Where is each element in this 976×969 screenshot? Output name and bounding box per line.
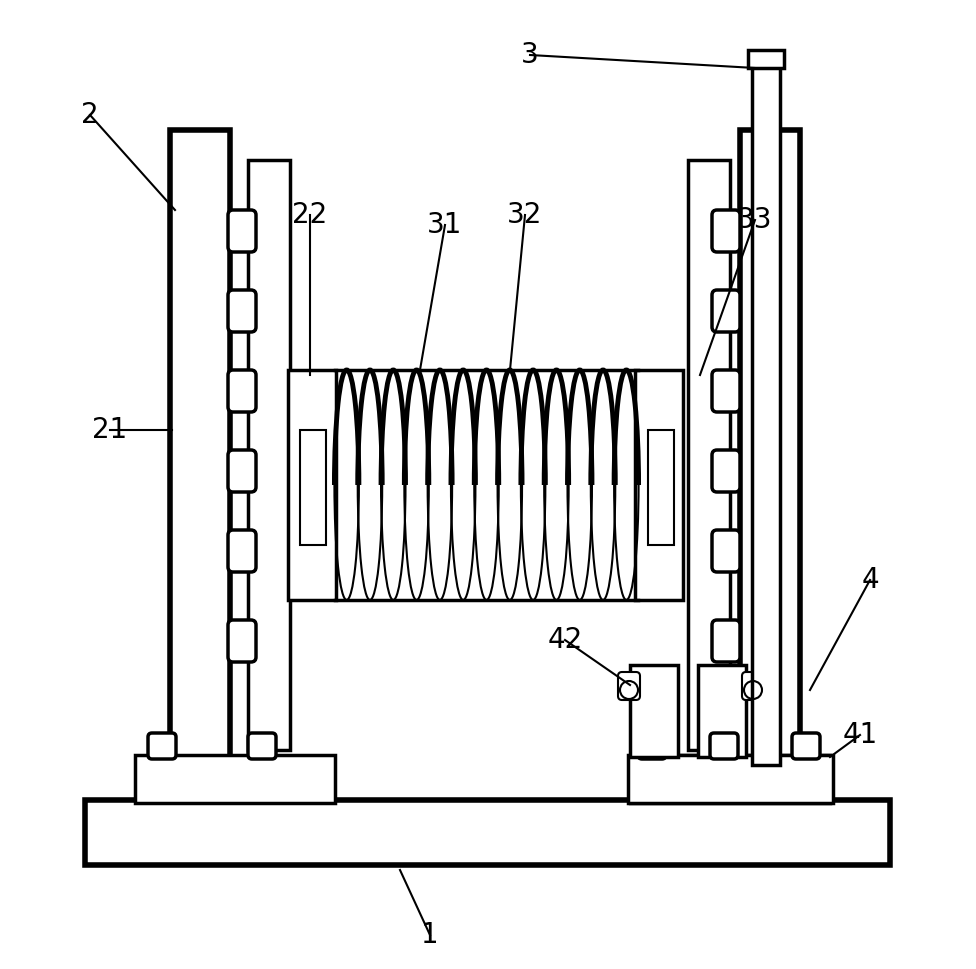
- Bar: [630, 665, 678, 757]
- FancyBboxPatch shape: [712, 370, 740, 412]
- Text: 1: 1: [422, 921, 439, 949]
- Text: 3: 3: [521, 41, 539, 69]
- Bar: [648, 430, 674, 545]
- Text: 41: 41: [842, 721, 877, 749]
- FancyBboxPatch shape: [228, 210, 256, 252]
- Text: 31: 31: [427, 211, 463, 239]
- Bar: [740, 130, 800, 760]
- FancyBboxPatch shape: [742, 672, 764, 700]
- Text: 32: 32: [508, 201, 543, 229]
- Bar: [752, 55, 780, 765]
- FancyBboxPatch shape: [710, 733, 738, 759]
- Text: 33: 33: [737, 206, 773, 234]
- FancyBboxPatch shape: [618, 672, 640, 700]
- Text: 4: 4: [861, 566, 878, 594]
- FancyBboxPatch shape: [638, 733, 666, 759]
- FancyBboxPatch shape: [712, 530, 740, 572]
- Text: 42: 42: [548, 626, 583, 654]
- FancyBboxPatch shape: [712, 210, 740, 252]
- Bar: [635, 370, 683, 600]
- Bar: [628, 755, 833, 803]
- FancyBboxPatch shape: [248, 733, 276, 759]
- FancyBboxPatch shape: [148, 733, 176, 759]
- FancyBboxPatch shape: [228, 450, 256, 492]
- Bar: [170, 130, 230, 760]
- Text: 22: 22: [293, 201, 328, 229]
- Bar: [688, 160, 730, 750]
- Bar: [85, 800, 890, 865]
- FancyBboxPatch shape: [228, 530, 256, 572]
- Bar: [748, 50, 784, 68]
- FancyBboxPatch shape: [228, 290, 256, 332]
- FancyBboxPatch shape: [712, 450, 740, 492]
- Bar: [630, 755, 830, 803]
- FancyBboxPatch shape: [792, 733, 820, 759]
- Text: 2: 2: [81, 101, 99, 129]
- Bar: [300, 430, 326, 545]
- Bar: [248, 160, 290, 750]
- Bar: [288, 370, 336, 600]
- Bar: [135, 755, 335, 803]
- FancyBboxPatch shape: [712, 290, 740, 332]
- Text: 21: 21: [93, 416, 128, 444]
- Bar: [698, 665, 746, 757]
- FancyBboxPatch shape: [712, 620, 740, 662]
- FancyBboxPatch shape: [228, 620, 256, 662]
- FancyBboxPatch shape: [228, 370, 256, 412]
